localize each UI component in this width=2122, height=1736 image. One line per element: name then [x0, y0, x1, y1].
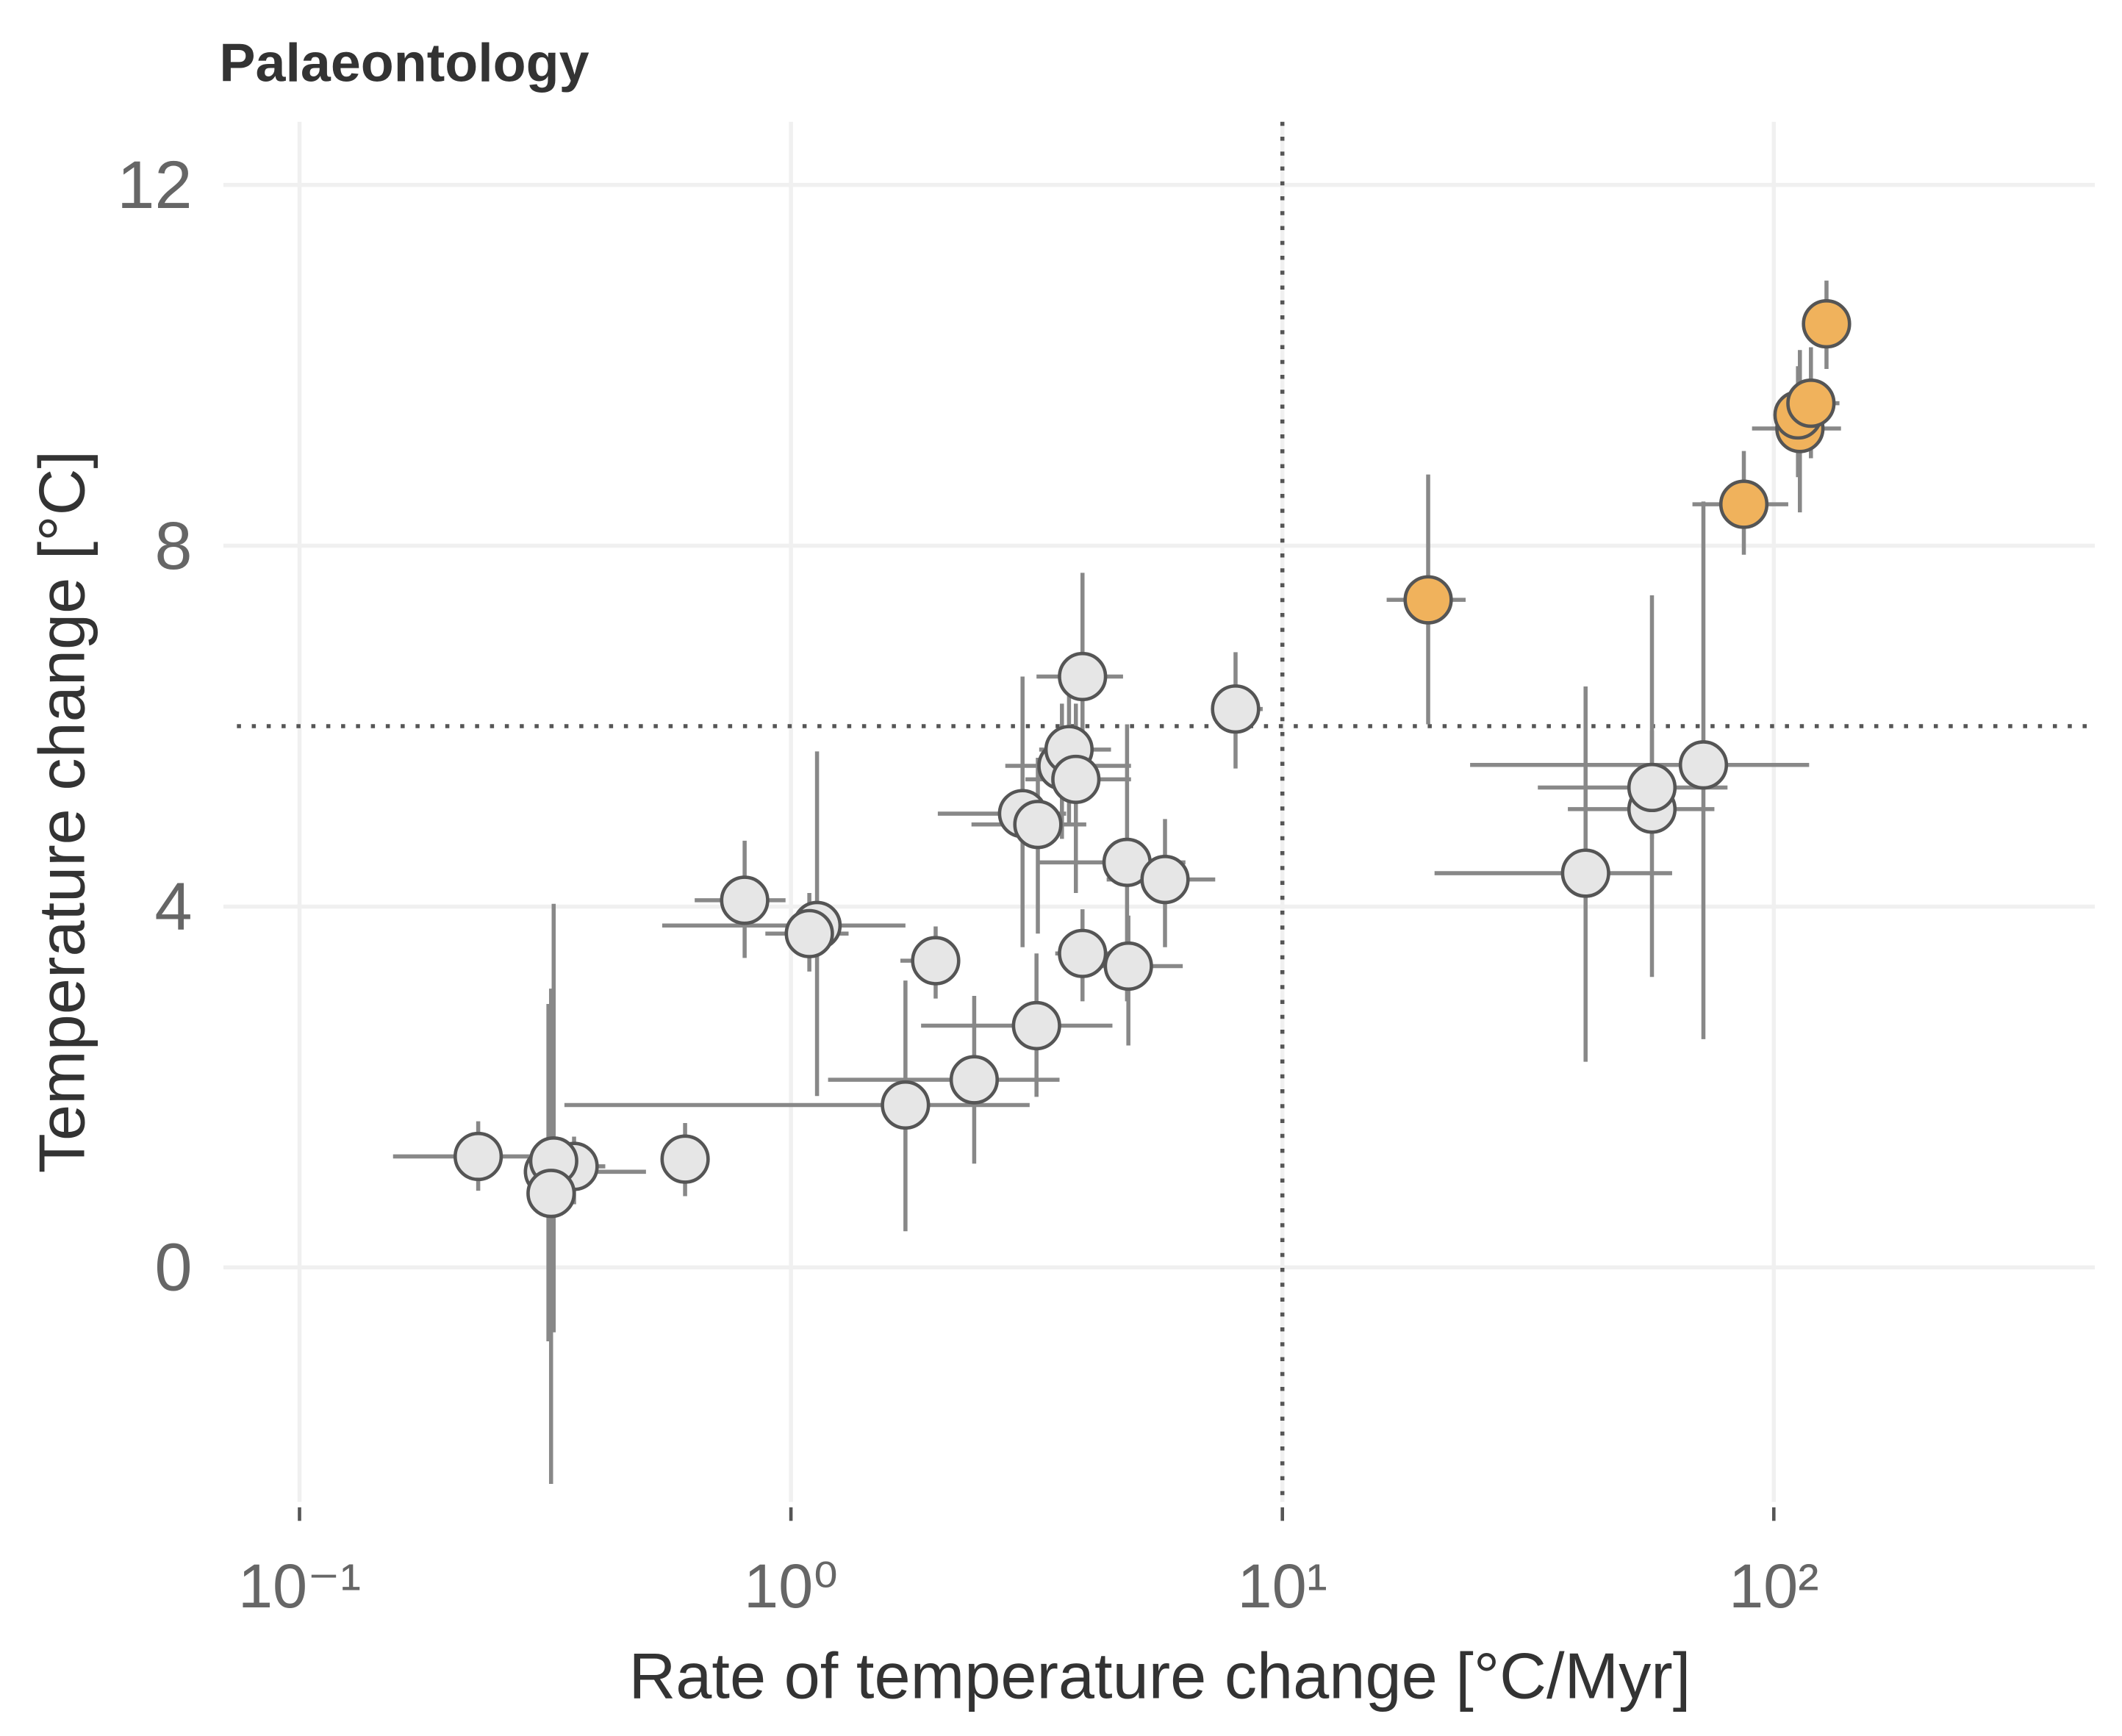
- point: [1627, 762, 1677, 813]
- point: [660, 1134, 710, 1184]
- point: [454, 1131, 503, 1182]
- x-axis-label: Rate of temperature change [°C/Myr]: [628, 1639, 1691, 1712]
- point: [1058, 651, 1108, 702]
- point: [1013, 800, 1063, 850]
- x-tick-label: 10²: [1729, 1551, 1818, 1621]
- point: [1560, 848, 1610, 898]
- point: [1678, 740, 1729, 790]
- y-tick-label: 8: [154, 508, 192, 584]
- x-tick-label: 10¹: [1237, 1551, 1327, 1621]
- y-axis-label: Temperature change [°C]: [25, 451, 98, 1173]
- point: [1718, 479, 1769, 529]
- point: [1140, 855, 1190, 905]
- point: [881, 1080, 931, 1130]
- point: [784, 908, 834, 958]
- x-tick-label: 10⁻¹: [238, 1551, 361, 1621]
- reference-lines: [237, 121, 2096, 1502]
- x-tick-label: 10⁰: [744, 1551, 838, 1621]
- point: [1051, 754, 1101, 805]
- points: [454, 299, 1852, 1219]
- point: [1211, 684, 1261, 734]
- point: [526, 1169, 576, 1219]
- y-tick-label: 12: [117, 147, 192, 223]
- labels: Palaeontology Rate of temperature change…: [25, 32, 1818, 1712]
- point: [720, 875, 770, 925]
- point: [1058, 928, 1108, 978]
- point: [911, 936, 961, 986]
- point: [1011, 1000, 1061, 1051]
- grid: [223, 121, 2096, 1521]
- chart-title: Palaeontology: [219, 32, 589, 93]
- y-tick-label: 4: [154, 869, 192, 944]
- point: [1802, 299, 1852, 349]
- point: [1403, 575, 1453, 625]
- y-tick-label: 0: [154, 1230, 192, 1305]
- point: [1786, 379, 1836, 428]
- point: [949, 1055, 1000, 1105]
- point: [1103, 941, 1153, 991]
